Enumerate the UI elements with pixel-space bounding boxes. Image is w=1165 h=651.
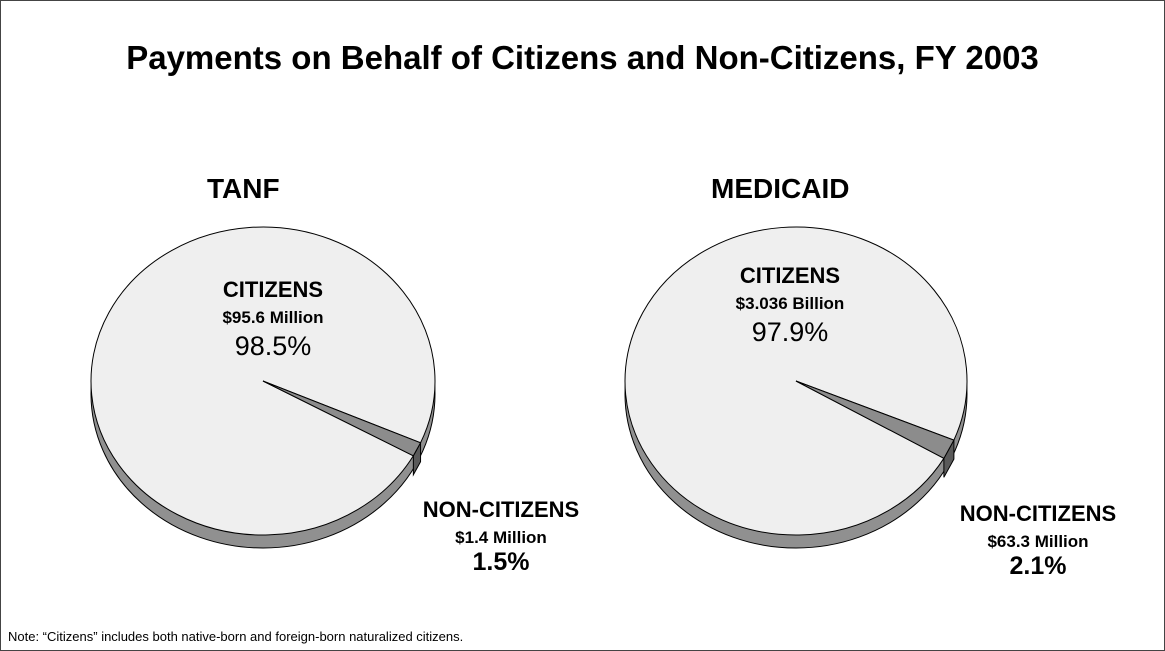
tanf-noncitizens-percent: 1.5% [472,548,530,576]
tanf-noncitizens-label: NON-CITIZENS $1.4 Million 1.5% [386,497,616,577]
tanf-chart-title: TANF [207,173,280,204]
medicaid-citizens-amount: $3.036 Billion [735,294,845,313]
chart-title: Payments on Behalf of Citizens and Non-C… [126,39,1039,76]
tanf-citizens-amount: $95.6 Million [222,308,324,327]
medicaid-citizens-label: CITIZENS $3.036 Billion 97.9% [698,263,882,348]
medicaid-noncitizens-label: NON-CITIZENS $63.3 Million 2.1% [923,501,1153,581]
medicaid-citizens-name: CITIZENS [739,263,841,288]
tanf-noncitizens-amount: $1.4 Million [455,528,547,547]
medicaid-noncitizens-slice [795,380,955,459]
footnote: Note: “Citizens” includes both native-bo… [8,629,464,644]
tanf-citizens-name: CITIZENS [222,277,324,302]
tanf-noncitizens-slice [262,380,422,457]
tanf-noncitizens-name: NON-CITIZENS [422,497,580,522]
medicaid-citizens-percent: 97.9% [751,317,829,347]
medicaid-noncitizens-percent: 2.1% [1009,552,1067,580]
medicaid-noncitizens-amount: $63.3 Million [987,532,1089,551]
tanf-citizens-label: CITIZENS $95.6 Million 98.5% [181,277,365,362]
medicaid-chart-title: MEDICAID [711,173,850,204]
medicaid-noncitizens-name: NON-CITIZENS [959,501,1117,526]
tanf-citizens-percent: 98.5% [234,331,312,361]
